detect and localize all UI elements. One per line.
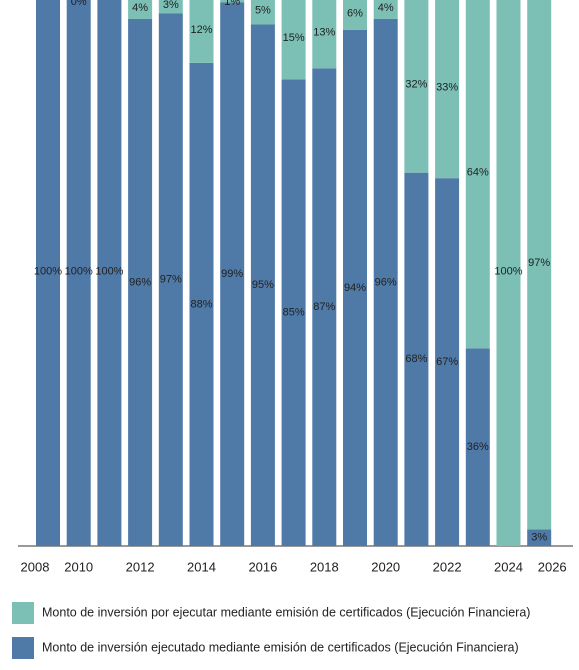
x-tick-label: 2024 [494,559,523,574]
bar-segment [404,172,429,546]
data-label: 97% [160,274,182,286]
bar-segment [189,62,214,546]
bar-segment [527,0,552,530]
data-label: 4% [378,2,394,14]
data-label: 13% [313,27,335,39]
bar-segment [281,0,306,80]
bar-segment [496,0,521,546]
legend-label: Monto de inversión ejecutado mediante em… [42,640,519,654]
data-label: 87% [313,301,335,313]
bar-segment [128,18,153,546]
x-tick-label: 2018 [310,559,339,574]
data-label: 33% [436,81,458,93]
data-label: 100% [34,265,62,277]
data-label: 96% [375,276,397,288]
x-tick-label: 2010 [64,559,93,574]
bar-segment [220,0,245,3]
data-label: 64% [467,167,489,179]
data-label: 100% [65,265,93,277]
data-label: 3% [163,0,179,11]
data-label: 36% [467,441,489,453]
bar-segment [158,0,183,14]
data-label: 15% [283,32,305,44]
x-tick-label: 2026 [538,559,567,574]
data-label: 0% [71,0,87,8]
data-label: 5% [255,5,271,17]
x-tick-label: 2008 [21,559,50,574]
bar-segment [36,0,60,546]
bar-segment [281,79,306,546]
x-tick-label: 2016 [248,559,277,574]
bar-segment [312,68,337,547]
bar-segment [465,348,490,546]
bar-segment [97,0,122,546]
data-label: 32% [405,79,427,91]
data-label: 99% [221,268,243,280]
x-tick-label: 2014 [187,559,216,574]
legend-swatch [12,637,34,659]
bar-segment [435,178,460,547]
data-label: 68% [405,353,427,365]
bar-segment [189,0,214,63]
data-label: 67% [436,356,458,368]
legend-swatch [12,602,34,624]
bar-segment [404,0,429,173]
x-tick-label: 2022 [433,559,462,574]
data-label: 95% [252,279,274,291]
bar-segment [465,0,490,349]
bar-segment [527,529,552,546]
data-label: 1% [224,0,240,8]
data-label: 100% [95,265,123,277]
data-label: 12% [190,24,212,36]
bar-segment [250,24,275,546]
bar-segment [220,2,245,547]
bar-segment [158,13,183,547]
data-label: 96% [129,276,151,288]
data-label: 4% [132,2,148,14]
bar-segment [250,0,275,25]
bar-segment [373,0,398,19]
x-tick-label: 2012 [126,559,155,574]
bar-segment [312,0,337,69]
x-tick-label: 2020 [371,559,400,574]
data-label: 85% [283,307,305,319]
data-label: 88% [190,298,212,310]
data-label: 3% [531,532,547,544]
data-label: 97% [528,257,550,269]
legend-label: Monto de inversión por ejecutar mediante… [42,605,530,619]
data-label: 100% [494,265,522,277]
bar-segment [373,18,398,546]
bar-segment [343,0,367,30]
bar-segment [66,0,91,546]
bar-segment [343,29,367,546]
bar-segment [128,0,153,19]
bar-segment [435,0,460,179]
data-label: 94% [344,282,366,294]
data-label: 6% [347,7,363,19]
